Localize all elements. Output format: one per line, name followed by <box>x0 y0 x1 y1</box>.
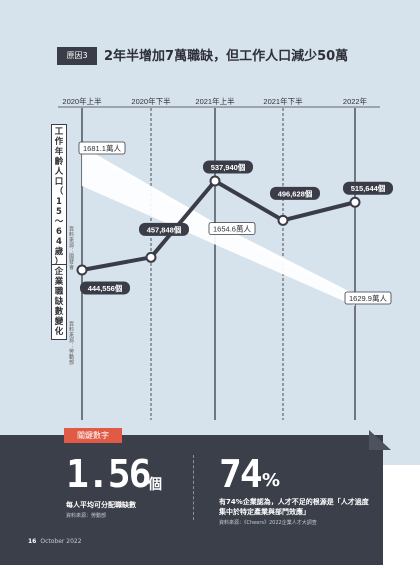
y-axis-label-vacancies: 企業職缺數變化 <box>51 264 67 340</box>
vacancy-data-label: 515,644個 <box>351 183 386 193</box>
population-data-label: 1629.9萬人 <box>349 293 387 303</box>
stat2-number: 74 <box>219 452 263 496</box>
y-axis-label-population-text: 工作年齡人口（1 5 ～ 6 4 歲） <box>54 127 64 267</box>
population-data-label: 1681.1萬人 <box>83 143 121 153</box>
source-vacancies: 資料來源：勞動部 <box>68 321 74 365</box>
source-population: 資料來源：國發會 <box>68 226 74 270</box>
vacancy-data-label: 496,628個 <box>278 188 313 198</box>
stats-divider <box>193 455 194 520</box>
stat1-unit: 個 <box>148 477 162 493</box>
stat1-description: 每人平均可分配職缺數 <box>66 501 136 509</box>
stat1-number: 1.56 <box>66 452 152 496</box>
stat2-unit: % <box>262 470 281 491</box>
x-tick-label: 2020年下半 <box>131 96 171 106</box>
vacancy-point <box>209 175 221 187</box>
stat2-description: 有74%企業認為，人才不足的根源是「人才過度集中於特定產業與部門效應」 <box>219 498 369 516</box>
stat1-source: 資料來源：勞動部 <box>66 513 107 519</box>
vacancy-data-label-box <box>80 281 130 295</box>
population-data-label-box <box>344 291 392 305</box>
vacancy-data-label-box <box>203 160 253 174</box>
y-axis-label-population: 工作年齡人口（1 5 ～ 6 4 歲） <box>51 124 67 270</box>
vacancy-data-label: 457,848個 <box>147 224 182 234</box>
key-stats-panel <box>0 435 383 565</box>
y-axis-label-vacancies-text: 企業職缺數變化 <box>54 267 64 337</box>
x-tick-label: 2021年下半 <box>263 96 303 106</box>
vacancy-point <box>349 196 361 208</box>
page-fold-corner <box>369 430 391 450</box>
line-chart: 2020年上半 2020年下半 2021年上半 2021年下半 2022年 1681.1萬… <box>58 96 393 420</box>
page-title: 2年半增加7萬職缺，但工作人口減少50萬 <box>104 49 349 64</box>
x-tick-label: 2020年上半 <box>62 96 102 106</box>
vacancy-data-label: 537,940個 <box>211 162 246 172</box>
key-stats-tag: 關鍵數字 <box>64 428 122 443</box>
page-number: 16 <box>28 538 37 545</box>
issue-date: October 2022 <box>40 538 82 545</box>
page-footer: 16 October 2022 <box>28 538 82 545</box>
population-data-label-box <box>78 141 126 155</box>
vacancy-point <box>277 214 289 226</box>
x-tick-label: 2021年上半 <box>195 96 235 106</box>
population-data-label: 1654.6萬人 <box>213 224 251 234</box>
reason-badge: 原因3 <box>57 47 97 65</box>
x-tick-label: 2022年 <box>343 96 368 106</box>
vacancy-data-label-box <box>139 222 189 236</box>
vacancy-data-label-box <box>343 181 393 195</box>
population-data-label-box <box>208 222 256 236</box>
stat2-source: 資料來源：《Cheers》2022企業人才大調查 <box>219 520 317 526</box>
vacancy-point <box>76 264 88 276</box>
vacancy-data-label: 444,556個 <box>88 283 123 293</box>
vacancy-data-label-box <box>270 186 320 200</box>
vacancy-point <box>145 251 157 263</box>
